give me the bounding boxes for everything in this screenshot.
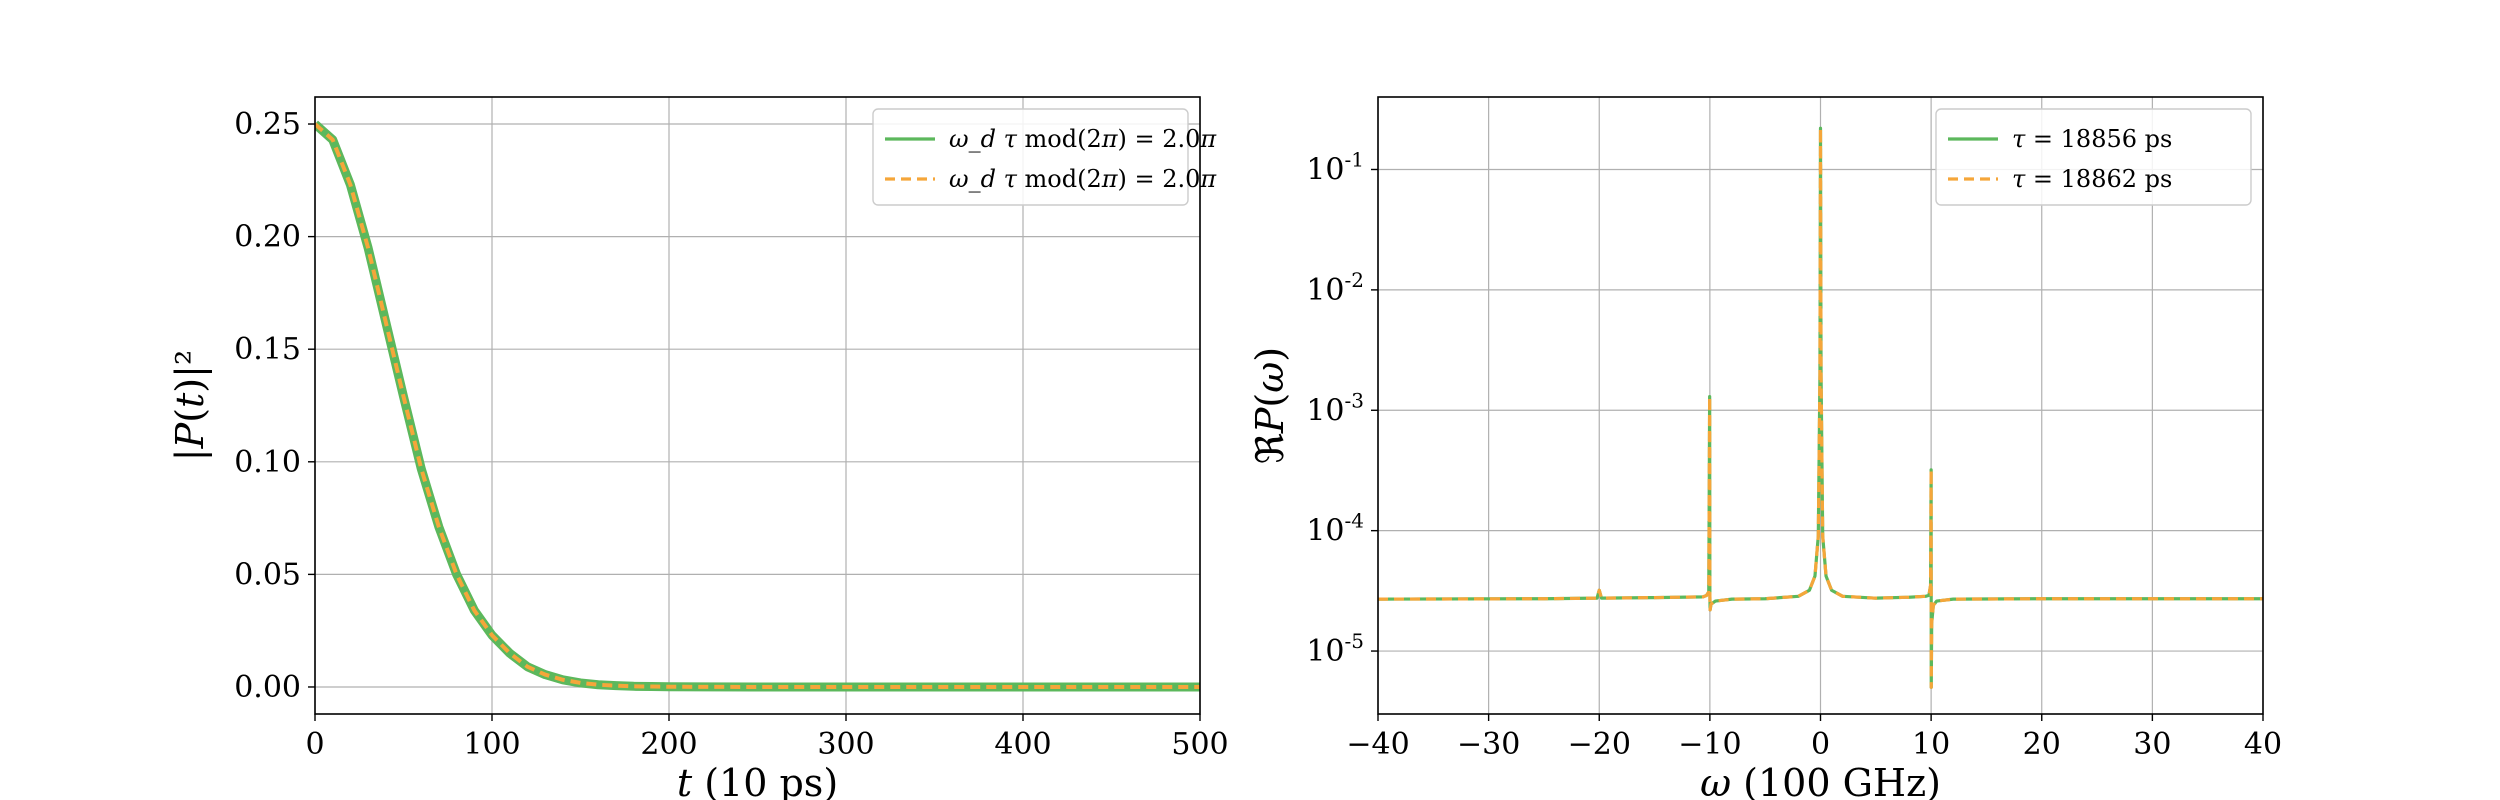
- x-tick-label: 10: [1912, 727, 1950, 762]
- time-domain-panel: 0 100 200 300 400 500 0.00 0.05 0.10 0.15 0.20 0.25…: [168, 96, 1229, 800]
- x-axis: −40 −30 −20 −10 0 10 20 30 40: [1346, 714, 2282, 762]
- y-tick-label: 0.10: [234, 445, 301, 480]
- y-axis-label: |P(t)|²: [168, 350, 212, 461]
- x-tick-label: −40: [1346, 727, 1409, 762]
- legend: ω_d τ mod(2π) = 2.0π ω_d τ mod(2π) = 2.0π: [872, 108, 1217, 206]
- y-tick-label: 10-5: [1306, 629, 1364, 669]
- plot-frame: [314, 96, 1201, 715]
- x-tick-label: −10: [1678, 727, 1741, 762]
- legend-entry-label: ω_d τ mod(2π) = 2.0π: [949, 165, 1217, 193]
- legend-entry-label: ω_d τ mod(2π) = 2.0π: [949, 125, 1217, 153]
- series-line-1: [315, 120, 1200, 692]
- legend-box: [1935, 108, 2252, 206]
- y-tick-label: 0.20: [234, 220, 301, 255]
- y-tick-label: 0.00: [234, 670, 301, 705]
- series-line-2: [315, 122, 1200, 689]
- frequency-domain-panel: −40 −30 −20 −10 0 10 20 30 4010-510-410-310-210-…: [1248, 96, 2282, 800]
- x-tick-label: 100: [463, 727, 520, 762]
- x-tick-label: −20: [1568, 727, 1631, 762]
- y-axis: 0.00 0.05 0.10 0.15 0.20 0.25: [234, 107, 315, 705]
- x-axis: 0 100 200 300 400 500: [305, 714, 1229, 762]
- legend-entry-label: τ = 18862 ps: [2012, 165, 2172, 193]
- x-tick-label: 20: [2023, 727, 2061, 762]
- x-tick-label: 200: [640, 727, 697, 762]
- y-tick-label: 0.15: [234, 332, 301, 367]
- y-tick-label: 10-1: [1306, 147, 1364, 187]
- series-group: [315, 120, 1200, 692]
- x-tick-label: 400: [994, 727, 1051, 762]
- y-tick-label: 10-3: [1306, 388, 1364, 428]
- y-tick-label: 10-2: [1306, 268, 1364, 308]
- x-tick-label: 0: [305, 727, 324, 762]
- x-axis-label: t (10 ps): [677, 761, 838, 800]
- x-tick-label: 40: [2244, 727, 2282, 762]
- legend-entry-label: τ = 18856 ps: [2012, 125, 2172, 153]
- legend-box: [872, 108, 1189, 206]
- x-axis-label: ω (100 GHz): [1700, 761, 1941, 800]
- y-axis: 10-5 10-4 10-3 10-2 10-1: [1306, 147, 1378, 669]
- x-tick-label: 0: [1811, 727, 1830, 762]
- y-tick-label: 10-4: [1306, 509, 1364, 549]
- legend: τ = 18856 ps τ = 18862 ps: [1935, 108, 2252, 206]
- x-tick-label: 300: [817, 727, 874, 762]
- y-tick-label: 0.25: [234, 107, 301, 142]
- series-group: [1378, 126, 2263, 689]
- series-line-2: [1378, 126, 2263, 689]
- y-tick-label: 0.05: [234, 557, 301, 592]
- x-tick-label: 500: [1171, 727, 1228, 762]
- x-tick-label: −30: [1457, 727, 1520, 762]
- x-tick-label: 30: [2133, 727, 2171, 762]
- y-axis-label: ℜP(ω): [1248, 347, 1292, 464]
